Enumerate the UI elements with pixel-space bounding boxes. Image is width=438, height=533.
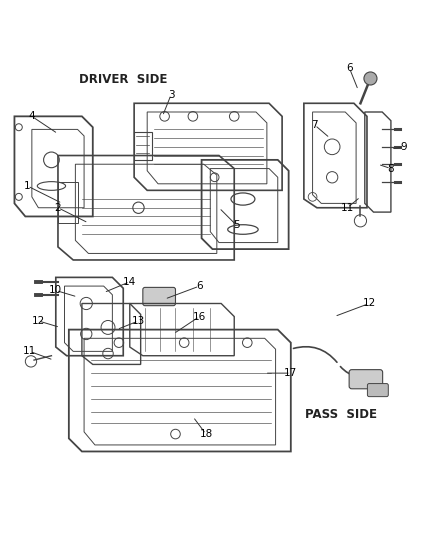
Text: 12: 12 xyxy=(32,316,45,326)
Text: 12: 12 xyxy=(363,298,376,309)
FancyBboxPatch shape xyxy=(143,287,176,305)
Text: 6: 6 xyxy=(196,281,203,291)
Text: 9: 9 xyxy=(401,142,407,152)
Text: 13: 13 xyxy=(132,316,145,326)
Text: 14: 14 xyxy=(123,277,136,287)
Text: 17: 17 xyxy=(284,368,297,378)
Text: 11: 11 xyxy=(341,203,354,213)
Text: 16: 16 xyxy=(193,312,206,321)
Text: 10: 10 xyxy=(49,286,62,295)
Text: 2: 2 xyxy=(55,203,61,213)
Text: 3: 3 xyxy=(168,90,174,100)
Text: 1: 1 xyxy=(24,181,31,191)
Circle shape xyxy=(364,72,377,85)
Text: DRIVER  SIDE: DRIVER SIDE xyxy=(79,73,167,86)
Text: 7: 7 xyxy=(311,120,318,130)
Text: 8: 8 xyxy=(388,164,394,174)
Text: 4: 4 xyxy=(28,111,35,122)
FancyBboxPatch shape xyxy=(367,384,389,397)
Text: 11: 11 xyxy=(23,346,36,357)
Text: 6: 6 xyxy=(346,63,353,74)
FancyBboxPatch shape xyxy=(349,370,383,389)
Text: 18: 18 xyxy=(199,429,212,439)
Text: 5: 5 xyxy=(233,220,240,230)
Text: PASS  SIDE: PASS SIDE xyxy=(305,408,377,421)
